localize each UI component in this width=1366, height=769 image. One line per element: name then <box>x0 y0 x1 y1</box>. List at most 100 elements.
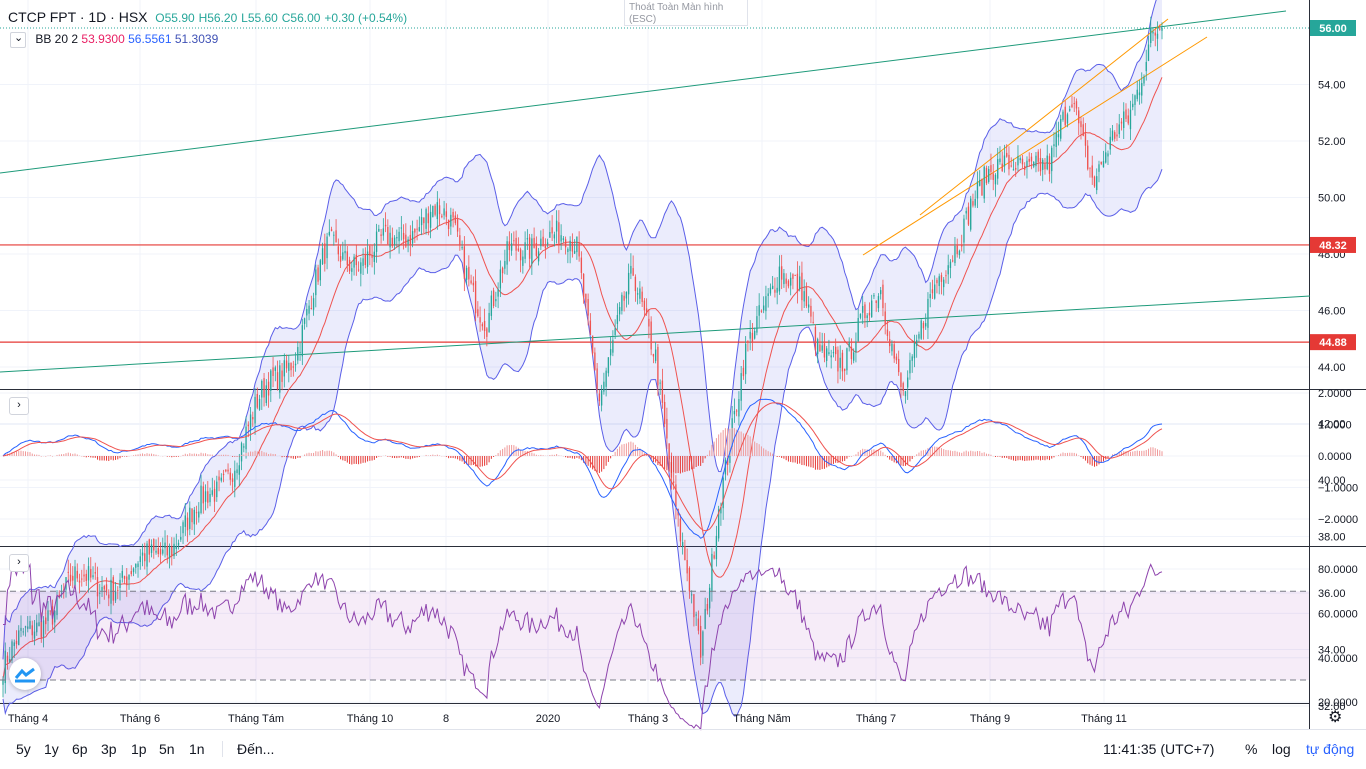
candle-body <box>762 305 765 311</box>
candle-body <box>110 579 112 604</box>
candle-body <box>351 268 353 272</box>
goto-date-button[interactable]: Đến... <box>237 741 275 757</box>
candle-body <box>614 328 616 335</box>
candle-body <box>42 620 45 637</box>
candle-body <box>916 340 918 346</box>
candle-body <box>596 368 598 390</box>
candle-body <box>600 390 603 406</box>
candle-body <box>909 360 911 374</box>
candle-body <box>506 241 508 265</box>
candle-body <box>328 231 330 236</box>
candle-body <box>947 265 949 275</box>
candle-body <box>1039 157 1042 172</box>
price-tick-label: 38.00 <box>1318 532 1346 544</box>
candle-body <box>450 214 452 227</box>
candle-body <box>686 560 688 574</box>
candle-body <box>339 256 342 262</box>
candle-body <box>767 293 769 297</box>
candle-body <box>355 254 358 266</box>
percent-scale-button[interactable]: % <box>1245 741 1258 757</box>
candle-body <box>256 393 258 408</box>
range-5d[interactable]: 5n <box>159 741 175 757</box>
candle-body <box>841 352 844 372</box>
candle-body <box>749 331 751 339</box>
candle-body <box>344 250 346 254</box>
candle-body <box>474 281 477 314</box>
candle-body <box>342 252 344 260</box>
candle-body <box>639 288 641 299</box>
candle-body <box>1107 153 1109 157</box>
candle-body <box>1096 176 1098 191</box>
candle-body <box>877 296 880 309</box>
candle-body <box>513 240 515 242</box>
rsi-expand-button[interactable]: › <box>9 554 29 572</box>
tv-logo-icon <box>14 667 35 683</box>
candle-body <box>416 228 418 230</box>
candle-body <box>659 382 661 384</box>
range-3m[interactable]: 3p <box>101 741 117 757</box>
candle-body <box>751 332 754 342</box>
candle-body <box>114 591 117 601</box>
level-tag-2-bg <box>1310 334 1356 351</box>
candle-body <box>117 590 119 592</box>
price-tick-label: 40.00 <box>1318 475 1346 487</box>
candle-body <box>49 610 51 612</box>
candle-body <box>632 268 634 276</box>
candle-body <box>324 243 326 264</box>
candle-body <box>274 367 276 371</box>
macd-expand-button[interactable]: › <box>9 397 29 415</box>
candle-body <box>78 580 81 583</box>
ohlc-low: L55.60 <box>241 11 278 25</box>
candle-body <box>56 596 58 616</box>
candle-body <box>454 215 457 224</box>
candle-body <box>952 260 954 262</box>
candle-body <box>470 280 472 284</box>
log-scale-button[interactable]: log <box>1272 741 1291 757</box>
candle-body <box>501 267 504 274</box>
candle-body <box>1123 111 1125 129</box>
candle-body <box>209 494 211 503</box>
range-1m[interactable]: 1p <box>131 741 147 757</box>
candle-body <box>925 323 927 327</box>
collapse-icon[interactable]: ⌄ <box>10 32 26 48</box>
candle-body <box>1082 124 1084 136</box>
tradingview-logo[interactable] <box>9 658 41 690</box>
candle-body <box>144 553 146 562</box>
trend-line-upper <box>0 10 1287 174</box>
candle-body <box>918 334 920 339</box>
candle-body <box>1136 89 1138 99</box>
range-5y[interactable]: 5y <box>16 741 31 757</box>
candle-body <box>981 178 983 196</box>
candle-body <box>15 640 18 645</box>
candle-body <box>468 266 470 280</box>
candle-body <box>598 393 601 402</box>
candle-body <box>1008 154 1010 170</box>
candle-body <box>371 255 373 258</box>
price-tick-label: 34.00 <box>1318 645 1346 657</box>
settings-gear-icon[interactable]: ⚙ <box>1328 709 1343 726</box>
candle-body <box>1134 95 1136 105</box>
range-6m[interactable]: 6p <box>72 741 88 757</box>
candle-body <box>207 491 209 503</box>
candle-body <box>958 250 961 256</box>
candle-body <box>423 217 425 224</box>
candle-body <box>848 342 850 347</box>
candle-body <box>375 231 378 252</box>
bb-legend[interactable]: ⌄ BB 20 2 53.9300 56.5561 51.3039 <box>10 32 218 48</box>
candle-body <box>668 443 670 460</box>
trend-line-lower <box>0 295 1311 373</box>
candle-body <box>1075 101 1078 109</box>
candle-body <box>20 627 22 631</box>
candle-body <box>495 299 497 302</box>
candle-body <box>920 320 922 339</box>
exit-fullscreen-button[interactable]: Thoát Toàn Màn hình (ESC) <box>624 0 748 26</box>
range-1d[interactable]: 1n <box>189 741 205 757</box>
candle-body <box>486 328 488 337</box>
level-tag-2: 44.88 <box>1319 337 1347 349</box>
range-1y[interactable]: 1y <box>44 741 59 757</box>
candle-body <box>198 511 200 518</box>
auto-scale-button[interactable]: tự động <box>1306 741 1355 757</box>
candle-body <box>934 284 936 299</box>
candle-body <box>839 357 841 368</box>
